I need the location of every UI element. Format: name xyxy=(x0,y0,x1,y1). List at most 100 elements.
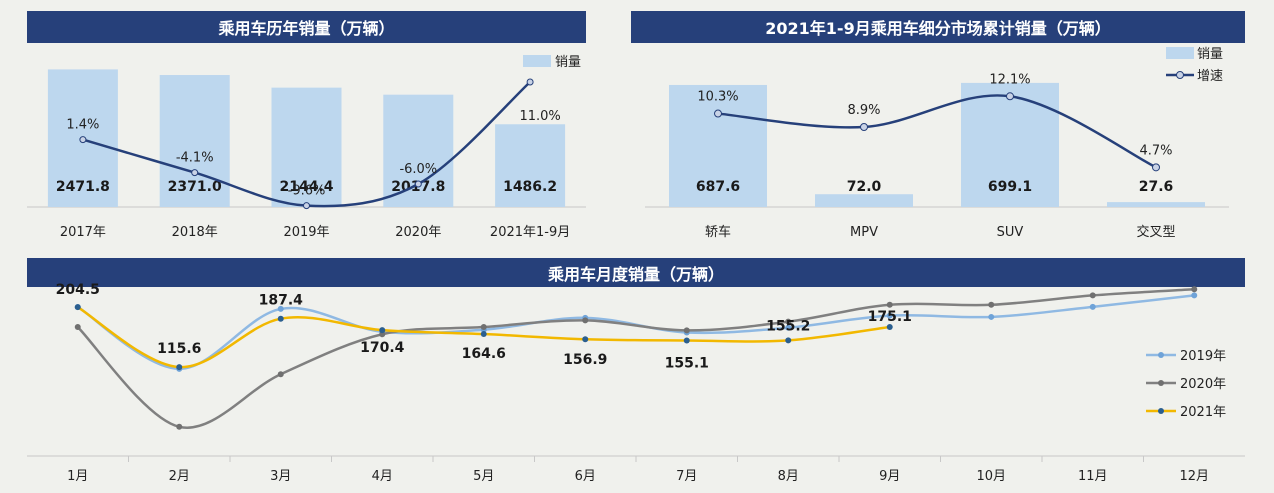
chart3-legend-label-1: 2020年 xyxy=(1180,377,1226,392)
chart3-x-tick-10: 11月 xyxy=(1078,469,1108,484)
chart3-series-1-point-7 xyxy=(785,318,792,325)
chart3-x-tick-11: 12月 xyxy=(1179,469,1209,484)
chart3-series-1-point-10 xyxy=(1089,292,1096,299)
chart3-legend-label-2: 2021年 xyxy=(1180,405,1226,420)
chart2-growth-label-0: 10.3% xyxy=(697,90,738,105)
chart3-series-0-point-11 xyxy=(1191,292,1198,299)
chart1-title-banner: 乘用车历年销量（万辆） xyxy=(27,11,586,43)
chart1-bar-label-4: 1486.2 xyxy=(503,179,557,195)
chart3-title: 乘用车月度销量（万辆） xyxy=(547,264,724,284)
chart3-series-2-point-5 xyxy=(582,336,589,343)
chart2-growth-line xyxy=(717,94,1157,169)
chart1-x-tick-3: 2020年 xyxy=(395,225,441,240)
chart2-title-banner: 2021年1-9月乘用车细分市场累计销量（万辆） xyxy=(631,11,1245,43)
chart2-legend-marker-growth xyxy=(1176,71,1184,79)
chart3-series-2-point-7 xyxy=(785,337,792,344)
chart3-x-tick-8: 9月 xyxy=(879,469,900,484)
chart3-x-tick-9: 10月 xyxy=(976,469,1006,484)
chart3-legend-marker-0 xyxy=(1158,352,1164,358)
chart3-x-tick-2: 3月 xyxy=(270,469,291,484)
chart2-legend-label-growth: 增速 xyxy=(1197,69,1223,84)
chart2-bar-2 xyxy=(961,82,1059,207)
chart2-growth-point-1 xyxy=(860,123,868,131)
chart1-growth-point-1 xyxy=(191,169,199,177)
chart3-series-2-point-0 xyxy=(74,304,81,311)
chart1-bar-4 xyxy=(495,124,566,207)
chart3-series-2-point-4 xyxy=(480,331,487,338)
chart1-growth-label-3: -6.0% xyxy=(399,162,437,177)
chart3-series-line-0 xyxy=(77,294,1195,371)
chart3-legend-label-0: 2019年 xyxy=(1180,349,1226,364)
chart1-bar-label-2: 2144.4 xyxy=(279,179,333,195)
chart1-growth-point-0 xyxy=(79,136,87,144)
chart3-legend-marker-1 xyxy=(1158,380,1164,386)
chart3-series-1-point-5 xyxy=(582,317,589,324)
chart3-series-2-point-1 xyxy=(176,364,183,371)
chart3-series-0-point-7 xyxy=(785,324,792,331)
chart3-x-tick-0: 1月 xyxy=(67,469,88,484)
chart2-bar-label-2: 699.1 xyxy=(988,179,1032,195)
chart3-data-label-7: 155.2 xyxy=(766,318,810,334)
chart2-bar-3 xyxy=(1107,202,1205,207)
chart1-growth-label-4: 11.0% xyxy=(519,109,560,124)
chart1-bar-label-1: 2371.0 xyxy=(168,179,222,195)
chart3-data-label-6: 155.1 xyxy=(665,355,709,371)
chart1-x-tick-1: 2018年 xyxy=(172,225,218,240)
chart1-growth-point-2 xyxy=(303,202,310,210)
chart2-bar-label-3: 27.6 xyxy=(1139,179,1174,195)
chart3-series-1-point-1 xyxy=(176,423,183,430)
chart2-x-tick-0: 轿车 xyxy=(705,224,731,240)
chart1-growth-label-2: -9.6% xyxy=(288,184,326,199)
chart2-bar-label-1: 72.0 xyxy=(847,179,882,195)
chart1-legend-label: 销量 xyxy=(555,55,581,70)
chart1-bar-3 xyxy=(383,94,454,207)
chart3-series-1-point-6 xyxy=(683,327,690,334)
chart3-series-2-point-3 xyxy=(379,327,386,334)
chart3-series-1-point-0 xyxy=(74,324,81,331)
chart3-x-tick-5: 6月 xyxy=(575,469,596,484)
chart1-legend-swatch xyxy=(523,55,551,67)
chart3-data-label-5: 156.9 xyxy=(563,352,607,368)
chart2-growth-point-2 xyxy=(1006,92,1014,101)
chart3-data-label-3: 170.4 xyxy=(360,340,405,356)
chart3-title-banner: 乘用车月度销量（万辆） xyxy=(27,258,1245,287)
chart3-series-1-point-8 xyxy=(886,301,893,308)
chart1-title: 乘用车历年销量（万辆） xyxy=(218,19,395,38)
chart3-data-label-8: 175.1 xyxy=(868,309,912,325)
chart2-bar-1 xyxy=(815,194,913,207)
chart3-series-line-1 xyxy=(76,288,1195,429)
chart3-series-1-point-11 xyxy=(1191,286,1198,293)
chart3-data-label-0: 204.5 xyxy=(56,282,100,298)
chart1-growth-point-4 xyxy=(526,78,534,86)
chart3-legend-marker-2 xyxy=(1158,408,1164,414)
chart3-data-label-1: 115.6 xyxy=(157,341,201,357)
chart2-x-tick-2: SUV xyxy=(997,225,1024,240)
chart3-series-0-point-9 xyxy=(988,313,995,320)
chart3-series-2-point-6 xyxy=(683,337,690,344)
chart1-bar-1 xyxy=(159,75,230,207)
chart2-legend-swatch-sales xyxy=(1166,47,1194,59)
chart3-series-0-point-10 xyxy=(1089,303,1096,310)
chart2-x-tick-1: MPV xyxy=(850,225,878,240)
chart2-title: 2021年1-9月乘用车细分市场累计销量（万辆） xyxy=(765,19,1111,38)
chart2-legend-label-sales: 销量 xyxy=(1197,47,1223,62)
chart3-series-0-point-8 xyxy=(886,312,893,319)
chart3-series-2-point-2 xyxy=(277,315,284,322)
chart3-x-tick-7: 8月 xyxy=(778,469,799,484)
chart3-x-tick-3: 4月 xyxy=(372,469,393,484)
chart1-bar-label-0: 2471.8 xyxy=(56,179,110,195)
chart1-growth-point-3 xyxy=(414,180,422,188)
chart2-bar-label-0: 687.6 xyxy=(696,179,740,195)
chart1-x-tick-4: 2021年1-9月 xyxy=(490,225,570,240)
chart2-growth-label-3: 4.7% xyxy=(1139,143,1172,158)
chart3-series-1-point-2 xyxy=(277,371,284,378)
chart3-x-tick-6: 7月 xyxy=(676,469,697,484)
chart3-series-2-point-8 xyxy=(886,323,893,330)
chart3-series-0-point-2 xyxy=(277,305,284,312)
chart1-growth-label-1: -4.1% xyxy=(176,151,214,166)
chart2-bar-0 xyxy=(669,84,767,207)
chart2-x-tick-3: 交叉型 xyxy=(1136,224,1175,240)
chart1-growth-label-0: 1.4% xyxy=(66,118,99,133)
chart3-series-1-point-3 xyxy=(379,331,386,338)
